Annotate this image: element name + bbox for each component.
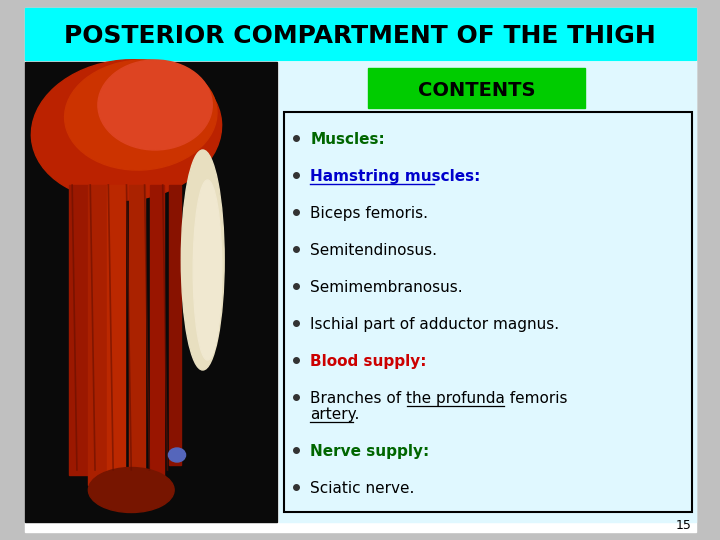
Text: Semimembranosus.: Semimembranosus.: [310, 280, 463, 295]
Text: Blood supply:: Blood supply:: [310, 354, 427, 369]
FancyArrow shape: [130, 185, 145, 495]
Bar: [24, 62, 277, 522]
Ellipse shape: [193, 180, 222, 360]
Text: Hamstring muscles:: Hamstring muscles:: [310, 169, 481, 184]
Bar: [279, 62, 696, 522]
Ellipse shape: [32, 60, 222, 200]
FancyArrow shape: [150, 185, 163, 485]
Text: Ischial part of adductor magnus.: Ischial part of adductor magnus.: [310, 317, 559, 332]
Bar: [284, 112, 692, 512]
Text: CONTENTS: CONTENTS: [418, 80, 535, 99]
Ellipse shape: [65, 60, 217, 170]
Ellipse shape: [89, 468, 174, 512]
Text: Nerve supply:: Nerve supply:: [310, 444, 430, 459]
Text: 15: 15: [676, 519, 692, 532]
FancyArrow shape: [69, 185, 90, 475]
FancyArrow shape: [107, 185, 125, 495]
FancyArrow shape: [89, 185, 107, 485]
Text: Semitendinosus.: Semitendinosus.: [310, 243, 438, 258]
Ellipse shape: [98, 60, 212, 150]
Text: Branches of the profunda femoris: Branches of the profunda femoris: [310, 391, 568, 406]
FancyArrow shape: [169, 185, 181, 465]
Ellipse shape: [181, 150, 224, 370]
Bar: [368, 68, 585, 108]
Bar: [24, 8, 696, 60]
Text: Biceps femoris.: Biceps femoris.: [310, 206, 428, 221]
Text: artery.: artery.: [310, 407, 360, 422]
Text: POSTERIOR COMPARTMENT OF THE THIGH: POSTERIOR COMPARTMENT OF THE THIGH: [64, 24, 656, 48]
Ellipse shape: [168, 448, 186, 462]
Text: Muscles:: Muscles:: [310, 132, 385, 147]
Text: Sciatic nerve.: Sciatic nerve.: [310, 481, 415, 496]
